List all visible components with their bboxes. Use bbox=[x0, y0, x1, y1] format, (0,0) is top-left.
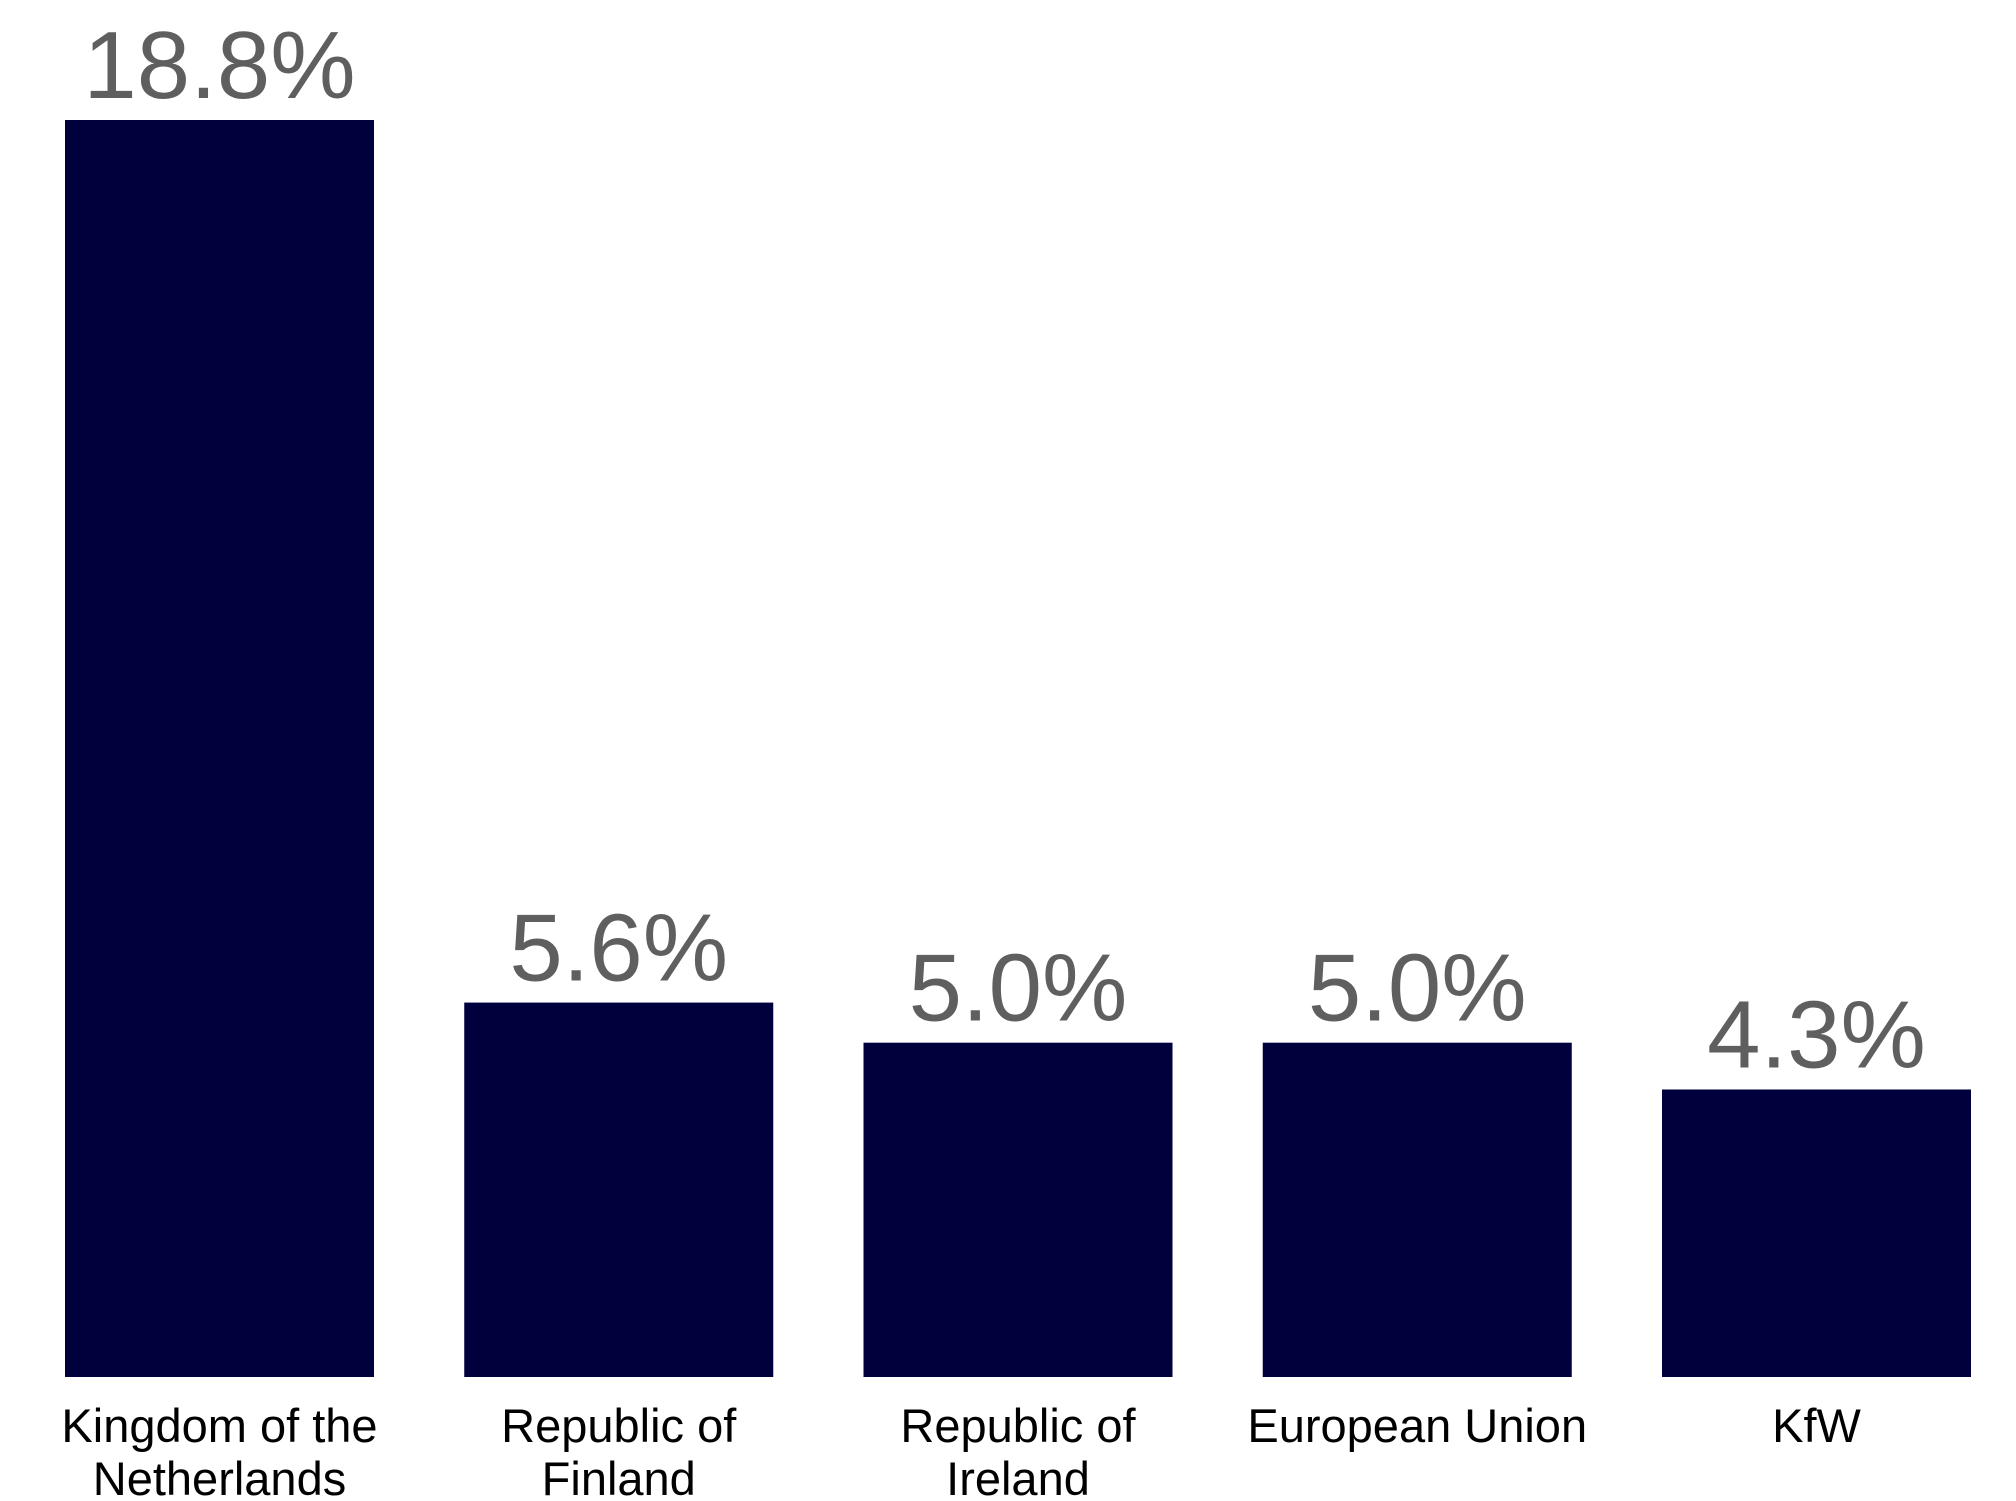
x-tick-label-3: European Union bbox=[1247, 1399, 1587, 1452]
x-tick-label-0: Kingdom of the Netherlands bbox=[61, 1399, 377, 1501]
bar-1 bbox=[464, 1002, 774, 1377]
x-tick-label-line: Ireland bbox=[946, 1452, 1090, 1501]
x-tick-label-line: KfW bbox=[1772, 1399, 1861, 1452]
x-tick-label-line: Finland bbox=[542, 1452, 696, 1501]
data-label-3: 5.0% bbox=[1308, 935, 1527, 1042]
x-tick-label-2: Republic of Ireland bbox=[900, 1399, 1136, 1501]
x-tick-label-line: Republic of bbox=[501, 1399, 737, 1452]
data-label-4: 4.3% bbox=[1707, 981, 1926, 1088]
data-label-1: 5.6% bbox=[509, 895, 728, 1002]
bars-group bbox=[65, 120, 1971, 1377]
x-tick-label-line: Republic of bbox=[900, 1399, 1136, 1452]
x-tick-label-line: Kingdom of the bbox=[61, 1399, 377, 1452]
data-label-2: 5.0% bbox=[909, 935, 1128, 1042]
bar-4 bbox=[1662, 1089, 1971, 1377]
x-tick-label-4: KfW bbox=[1772, 1399, 1861, 1452]
data-labels-group: 18.8% 5.6% 5.0% 5.0% 4.3% bbox=[83, 12, 1926, 1088]
x-tick-label-1: Republic of Finland bbox=[501, 1399, 737, 1501]
bar-3 bbox=[1262, 1042, 1572, 1377]
x-tick-label-line: Netherlands bbox=[93, 1452, 346, 1501]
data-label-0: 18.8% bbox=[83, 12, 355, 119]
bar-0 bbox=[65, 120, 374, 1377]
bar-2 bbox=[863, 1042, 1173, 1377]
x-tick-label-line: European Union bbox=[1247, 1399, 1587, 1452]
